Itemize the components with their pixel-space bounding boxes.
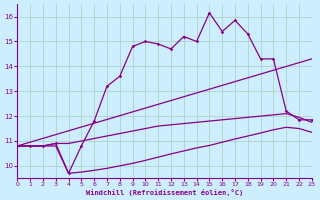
X-axis label: Windchill (Refroidissement éolien,°C): Windchill (Refroidissement éolien,°C) [86,189,243,196]
